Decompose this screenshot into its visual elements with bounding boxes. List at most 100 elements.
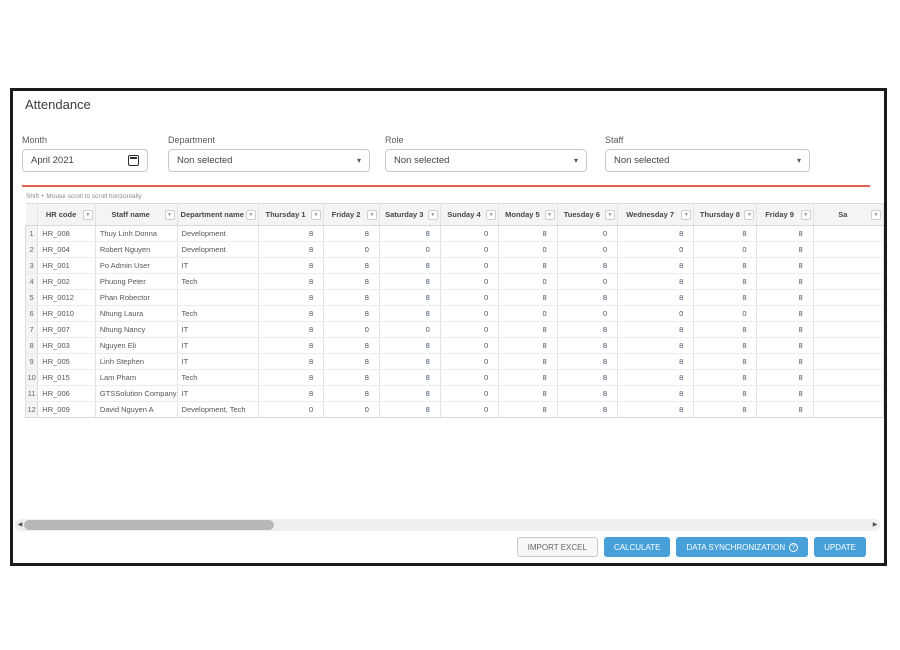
day-value-cell[interactable]: 8: [379, 225, 441, 242]
day-value-cell[interactable]: 8: [498, 321, 558, 338]
day-value-cell[interactable]: 8: [617, 385, 695, 402]
column-filter-icon[interactable]: ▾: [366, 209, 377, 220]
column-filter-icon[interactable]: ▾: [871, 209, 881, 220]
day-value-cell[interactable]: 8: [693, 257, 758, 274]
day-value-cell[interactable]: 8: [693, 321, 758, 338]
day-value-cell[interactable]: 0: [498, 305, 558, 322]
day-value-cell[interactable]: 0: [557, 273, 618, 290]
department-select[interactable]: Non selected ▾: [168, 149, 370, 172]
column-filter-icon[interactable]: ▾: [681, 209, 692, 220]
day-value-cell[interactable]: 8: [557, 257, 618, 274]
day-value-cell[interactable]: 8: [498, 353, 558, 370]
day-value-cell[interactable]: 0: [440, 337, 500, 354]
day-value-cell[interactable]: 8: [323, 257, 380, 274]
import-excel-button[interactable]: IMPORT EXCEL: [516, 537, 598, 557]
day-value-cell[interactable]: 8: [693, 401, 758, 418]
day-value-cell[interactable]: 0: [258, 401, 325, 418]
day-value-cell[interactable]: 8: [498, 225, 558, 242]
day-value-cell[interactable]: 8: [756, 225, 814, 242]
day-value-cell[interactable]: 8: [617, 353, 695, 370]
day-value-cell[interactable]: 0: [440, 369, 500, 386]
day-value-cell[interactable]: 8: [693, 289, 758, 306]
column-filter-icon[interactable]: ▾: [427, 209, 438, 220]
day-value-cell[interactable]: 0: [693, 241, 758, 258]
day-value-cell[interactable]: [813, 257, 884, 274]
day-value-cell[interactable]: 0: [440, 273, 500, 290]
day-value-cell[interactable]: 8: [379, 385, 441, 402]
day-value-cell[interactable]: [813, 369, 884, 386]
column-filter-icon[interactable]: ▾: [486, 209, 497, 220]
day-value-cell[interactable]: [813, 273, 884, 290]
day-value-cell[interactable]: 8: [379, 305, 441, 322]
scroll-left-icon[interactable]: ◀: [17, 522, 23, 528]
day-value-cell[interactable]: 8: [379, 273, 441, 290]
column-filter-icon[interactable]: ▾: [604, 209, 615, 220]
day-value-cell[interactable]: 8: [617, 273, 695, 290]
day-value-cell[interactable]: 0: [379, 321, 441, 338]
day-value-cell[interactable]: 8: [756, 337, 814, 354]
day-value-cell[interactable]: 8: [258, 273, 325, 290]
day-value-cell[interactable]: 8: [756, 305, 814, 322]
day-value-cell[interactable]: 8: [258, 353, 325, 370]
day-value-cell[interactable]: 8: [756, 385, 814, 402]
day-value-cell[interactable]: 8: [323, 369, 380, 386]
day-value-cell[interactable]: 8: [379, 401, 441, 418]
day-value-cell[interactable]: 8: [693, 369, 758, 386]
day-value-cell[interactable]: 8: [498, 369, 558, 386]
day-value-cell[interactable]: 8: [756, 369, 814, 386]
day-value-cell[interactable]: 8: [258, 369, 325, 386]
column-filter-icon[interactable]: ▾: [311, 209, 322, 220]
day-value-cell[interactable]: 8: [498, 289, 558, 306]
day-value-cell[interactable]: 8: [323, 305, 380, 322]
day-value-cell[interactable]: 8: [323, 385, 380, 402]
day-value-cell[interactable]: [813, 353, 884, 370]
day-value-cell[interactable]: 8: [617, 337, 695, 354]
day-value-cell[interactable]: 8: [693, 385, 758, 402]
day-value-cell[interactable]: 8: [258, 289, 325, 306]
day-value-cell[interactable]: 8: [379, 289, 441, 306]
day-value-cell[interactable]: 8: [617, 369, 695, 386]
day-value-cell[interactable]: 0: [440, 401, 500, 418]
day-value-cell[interactable]: 8: [323, 337, 380, 354]
day-value-cell[interactable]: 0: [693, 305, 758, 322]
day-value-cell[interactable]: 8: [379, 353, 441, 370]
day-value-cell[interactable]: 0: [557, 225, 618, 242]
data-synchronization-button[interactable]: DATA SYNCHRONIZATION ?: [676, 537, 809, 557]
day-value-cell[interactable]: 8: [379, 369, 441, 386]
day-value-cell[interactable]: [813, 385, 884, 402]
update-button[interactable]: UPDATE: [814, 537, 866, 557]
day-value-cell[interactable]: 0: [440, 353, 500, 370]
day-value-cell[interactable]: 8: [498, 401, 558, 418]
column-filter-icon[interactable]: ▾: [245, 209, 256, 220]
day-value-cell[interactable]: 0: [498, 273, 558, 290]
staff-select[interactable]: Non selected ▾: [605, 149, 810, 172]
day-value-cell[interactable]: 0: [557, 241, 618, 258]
day-value-cell[interactable]: 8: [379, 257, 441, 274]
day-value-cell[interactable]: 8: [617, 401, 695, 418]
day-value-cell[interactable]: 8: [258, 337, 325, 354]
day-value-cell[interactable]: 8: [756, 241, 814, 258]
day-value-cell[interactable]: 8: [557, 369, 618, 386]
day-value-cell[interactable]: 8: [617, 289, 695, 306]
day-value-cell[interactable]: 8: [557, 353, 618, 370]
column-filter-icon[interactable]: ▾: [82, 209, 93, 220]
day-value-cell[interactable]: 8: [557, 337, 618, 354]
day-value-cell[interactable]: 8: [756, 273, 814, 290]
day-value-cell[interactable]: 0: [617, 241, 695, 258]
day-value-cell[interactable]: 8: [693, 273, 758, 290]
day-value-cell[interactable]: 8: [258, 305, 325, 322]
day-value-cell[interactable]: 8: [258, 385, 325, 402]
day-value-cell[interactable]: [813, 305, 884, 322]
day-value-cell[interactable]: 8: [323, 353, 380, 370]
day-value-cell[interactable]: 8: [258, 225, 325, 242]
day-value-cell[interactable]: 8: [258, 257, 325, 274]
scrollbar-thumb[interactable]: [24, 520, 274, 530]
day-value-cell[interactable]: 8: [693, 225, 758, 242]
day-value-cell[interactable]: 8: [756, 257, 814, 274]
column-filter-icon[interactable]: ▾: [164, 209, 175, 220]
day-value-cell[interactable]: 0: [440, 321, 500, 338]
day-value-cell[interactable]: [813, 225, 884, 242]
day-value-cell[interactable]: [813, 241, 884, 258]
day-value-cell[interactable]: 8: [617, 225, 695, 242]
scroll-right-icon[interactable]: ▶: [872, 522, 878, 528]
